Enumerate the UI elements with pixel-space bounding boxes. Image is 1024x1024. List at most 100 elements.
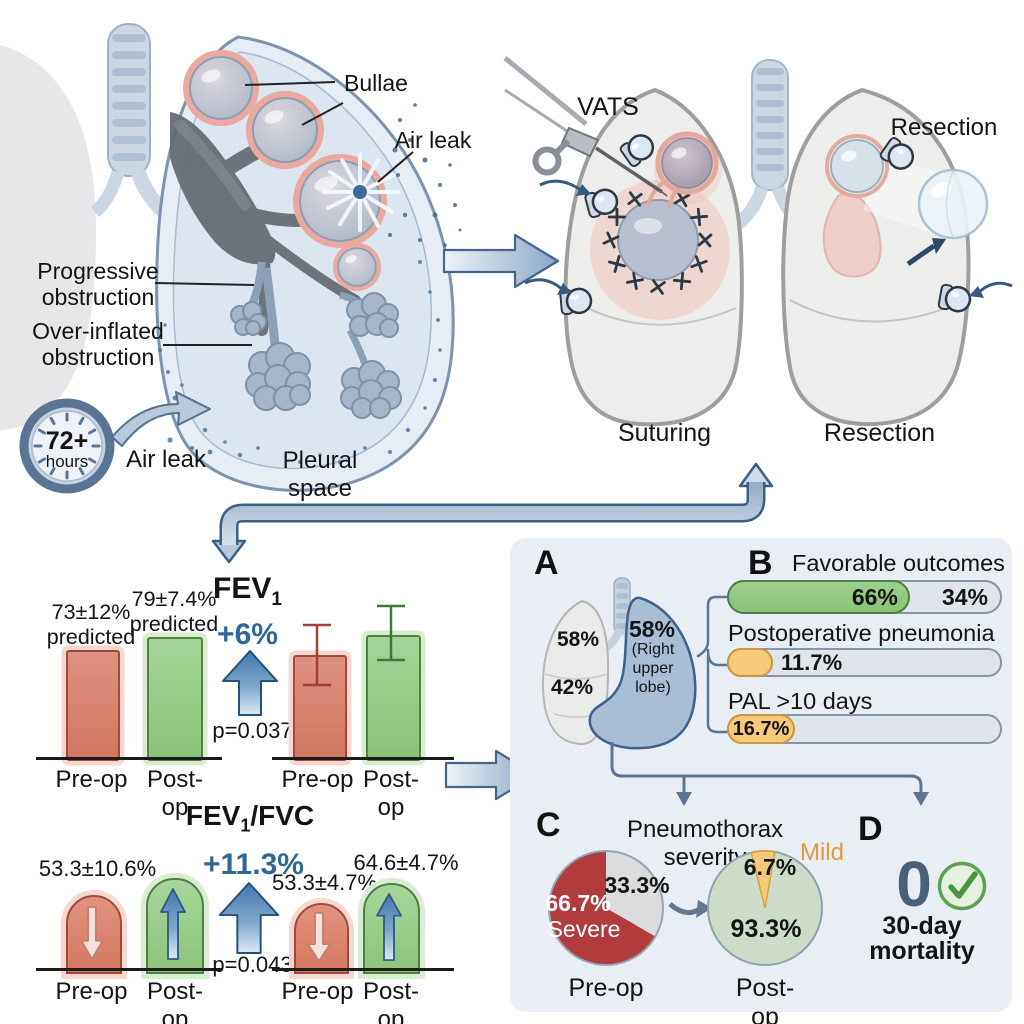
severe-value: 66.7% <box>545 890 611 916</box>
fev1fvc-xlabel-pre-2: Pre-op <box>281 978 354 1005</box>
fev1fvc-improvement-arrow <box>218 882 280 955</box>
air-leak-caption: Air leak <box>125 446 207 473</box>
air-leak-label: Air leak <box>394 127 472 153</box>
panel-a-to-cd-connector <box>610 742 929 806</box>
favorable-outcomes-label: Favorable outcomes <box>792 550 1005 576</box>
trachea <box>90 23 181 227</box>
fev1fvc-right-pre-value: 53.3±4.7% <box>272 870 378 895</box>
pneumonia-bar: 11.7% <box>727 648 1002 677</box>
pneumonia-value: 11.7% <box>781 650 843 675</box>
mortality-caption-1: 30-day <box>882 912 962 940</box>
fev1-xlabel-post-2: Post-op <box>362 766 419 821</box>
surgery-outcomes-connector <box>211 462 774 564</box>
panel-a-left-upper-value: 58% <box>556 628 600 651</box>
panel-a-to-b-bracket <box>696 595 740 734</box>
fev1-preop-bar <box>66 650 120 761</box>
fev1fvc-left-pre-value: 53.3±10.6% <box>38 856 157 881</box>
vats-label: VATS <box>577 93 639 121</box>
panel-d-letter: D <box>858 810 883 848</box>
preop-pie-xlabel: Pre-op <box>568 974 644 1002</box>
pneumonia-pill <box>727 648 773 677</box>
panel-a-left-lower-value: 42% <box>550 676 594 699</box>
fev1fvc-xlabel-pre-1: Pre-op <box>55 978 128 1005</box>
clock-value: 72+ <box>45 427 89 455</box>
panel-c-letter: C <box>536 806 561 844</box>
favorable-value: 66% <box>851 584 898 610</box>
resection-label: Resection <box>890 114 998 141</box>
mild-label: Mild <box>799 839 844 866</box>
fev1fvc-xlabel-post-2: Post-op <box>362 978 419 1024</box>
fev1-preop-error-whisker <box>303 623 331 687</box>
fev1-postop-value: 79±7.4% predicted <box>129 587 219 636</box>
panel-a-lung-icon <box>541 577 697 750</box>
mortality-value: 0 <box>896 848 932 920</box>
preop-pie <box>548 850 664 966</box>
pal-pill: 16.7% <box>727 714 795 744</box>
fev1fvc-right-post-value: 64.6±4.7% <box>353 850 459 875</box>
fev1fvc-xlabel-post-1: Post-op <box>146 978 203 1024</box>
fev1-xlabel-post-1: Post-op <box>146 766 203 821</box>
fev1-preop-value: 73±12% predicted <box>46 600 136 649</box>
highlighted-right-lung <box>588 596 697 750</box>
fev1-postop-error-whisker <box>377 604 405 662</box>
vats-instrument-icon <box>503 56 668 197</box>
trocar-ports <box>559 134 972 316</box>
clock-to-lung-arrow <box>111 391 211 447</box>
fev1-preop-bar-error <box>293 655 347 761</box>
fev1-xlabel-pre-2: Pre-op <box>281 766 354 793</box>
outcomes-panel: A 58% 42% 58% (Right upper lobe) B Favor… <box>510 538 1012 1024</box>
fev1fvc-delta: +11.3% <box>203 848 304 881</box>
pal-value: 16.7% <box>732 718 790 740</box>
bullae-label: Bullae <box>344 70 408 96</box>
fev1fvc-axis-1 <box>36 968 222 971</box>
postop-pie <box>707 850 823 966</box>
air-leak-starburst <box>322 103 462 247</box>
body-silhouette <box>0 45 97 431</box>
mild-value: 6.7% <box>743 854 797 880</box>
decline-arrow-icon-1 <box>80 906 104 960</box>
mortality-caption-2: mortality <box>869 937 975 965</box>
pointer-lines <box>154 81 414 346</box>
resection-site <box>822 134 989 278</box>
pal-bar: 16.7% <box>727 714 1002 744</box>
resection-caption: Resection <box>823 419 936 447</box>
resected-bulla-bubble <box>917 168 989 240</box>
fev1-axis-2 <box>272 757 454 760</box>
fev1-xlabel-pre-1: Pre-op <box>55 766 128 793</box>
fev1fvc-title: FEV1/FVC <box>185 800 315 836</box>
panel-a-letter: A <box>534 544 559 582</box>
favorable-remainder: 34% <box>941 584 988 610</box>
clock-icon <box>19 398 115 494</box>
favorable-outcomes-fill: 66% <box>727 580 910 614</box>
fev1-postop-bar <box>147 637 203 761</box>
progressive-obstruction-label: Progressive obstruction <box>37 258 159 311</box>
suturing-caption: Suturing <box>617 419 712 447</box>
check-icon <box>937 861 987 911</box>
favorable-outcomes-bar: 66% 34% <box>727 580 1002 614</box>
fev1-postop-bar-error <box>366 635 421 761</box>
severity-pie-charts <box>548 850 823 966</box>
severe-label: Severe <box>547 916 621 942</box>
postop-main-value: 93.3% <box>730 915 802 943</box>
pal-label: PAL >10 days <box>728 688 873 714</box>
postop-pie-xlabel: Post-op <box>735 974 795 1024</box>
vats-surgery-illustration <box>503 56 1013 427</box>
port-pointer-arrows <box>524 179 1013 298</box>
fev1fvc-p-value: p=0.043 <box>212 952 293 977</box>
clock-unit: hours <box>45 452 89 471</box>
overinflated-obstruction-label: Over-inflated obstruction <box>32 318 164 371</box>
fev1-improvement-arrow <box>222 650 278 716</box>
suturing-site <box>590 131 730 320</box>
panel-a-right-caption: (Right upper lobe) <box>631 641 675 697</box>
fev1-p-value: p=0.037 <box>212 718 293 743</box>
flow-arrow-to-surgery <box>442 233 560 289</box>
fev1fvc-axis-2 <box>272 968 454 971</box>
fev1-title: FEV1 <box>213 572 282 610</box>
fev1-axis-1 <box>36 757 222 760</box>
pneumonia-label: Postoperative pneumonia <box>728 620 995 646</box>
fev1-delta: +6% <box>217 618 278 651</box>
panel-b-letter: B <box>748 544 773 582</box>
preop-other-value: 33.3% <box>604 872 670 898</box>
lung-cross-section-illustration <box>0 23 462 494</box>
